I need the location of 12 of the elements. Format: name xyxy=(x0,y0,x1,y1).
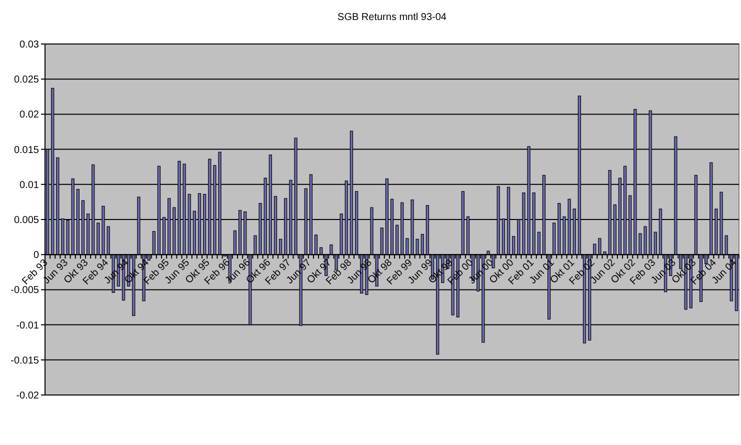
y-tick-label: 0.005 xyxy=(14,215,40,226)
y-tick-label: -0.005 xyxy=(10,285,40,296)
y-tick-label: 0 xyxy=(33,250,40,262)
y-tick-label: 0.01 xyxy=(20,180,40,191)
y-tick-label: 0.02 xyxy=(20,110,40,121)
y-tick-label: -0.01 xyxy=(16,320,40,332)
y-tick-label: -0.015 xyxy=(10,355,40,366)
chart-title: SGB Returns mntl 93-04 xyxy=(338,12,447,23)
y-tick-label: 0.025 xyxy=(14,74,40,86)
y-tick-label: 0.03 xyxy=(20,40,40,50)
y-tick-label: -0.02 xyxy=(16,390,40,402)
y-tick-label: 0.015 xyxy=(14,144,40,156)
